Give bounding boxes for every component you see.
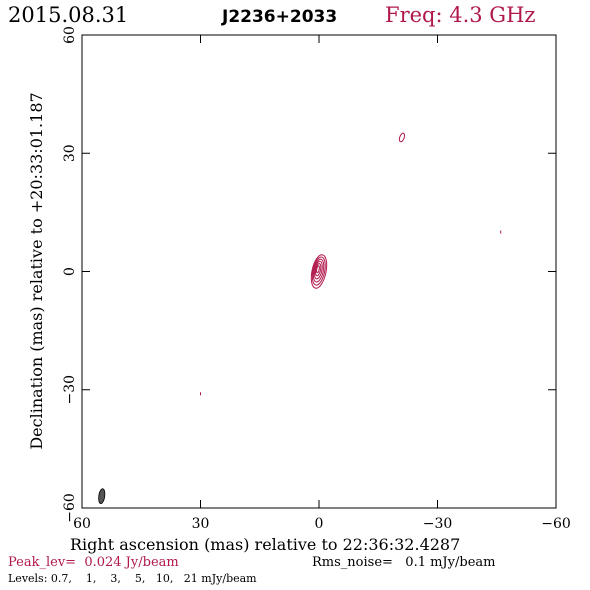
frequency-label: Freq: 4.3 GHz — [385, 3, 535, 27]
y-tick-label: 0 — [62, 267, 78, 276]
x-tick-label: −30 — [423, 516, 453, 532]
core-contour — [310, 254, 328, 289]
observation-date: 2015.08.31 — [8, 3, 128, 27]
core-contour — [313, 260, 323, 280]
axis-ticks: 60 30 0 −30 −60 −60 −30 0 30 60 — [62, 26, 571, 532]
core-contour — [314, 263, 322, 277]
y-tick-label: 60 — [62, 26, 78, 44]
x-axis-title: Right ascension (mas) relative to 22:36:… — [70, 535, 460, 554]
beam-ellipse — [98, 488, 106, 505]
x-tick-label: −60 — [541, 516, 571, 532]
y-axis-title: Declination (mas) relative to +20:33:01.… — [27, 92, 46, 449]
rms-noise: Rms_noise= 0.1 mJy/beam — [312, 555, 495, 570]
core-contour — [311, 256, 326, 286]
core-contour — [312, 258, 325, 283]
x-tick-label: 0 — [315, 516, 324, 532]
y-tick-label: 30 — [62, 144, 78, 162]
y-tick-label: −60 — [62, 493, 78, 523]
peak-level: Peak_lev= 0.024 Jy/beam — [8, 555, 179, 570]
core-contour — [316, 265, 320, 274]
x-tick-label: 30 — [192, 516, 210, 532]
feature-contour — [398, 132, 406, 143]
x-tick-label: 60 — [73, 516, 91, 532]
y-tick-label: −30 — [62, 375, 78, 405]
source-name: J2236+2033 — [221, 7, 337, 27]
contour-layer — [98, 132, 502, 505]
contour-levels: Levels: 0.7, 1, 3, 5, 10, 21 mJy/beam — [8, 572, 257, 585]
